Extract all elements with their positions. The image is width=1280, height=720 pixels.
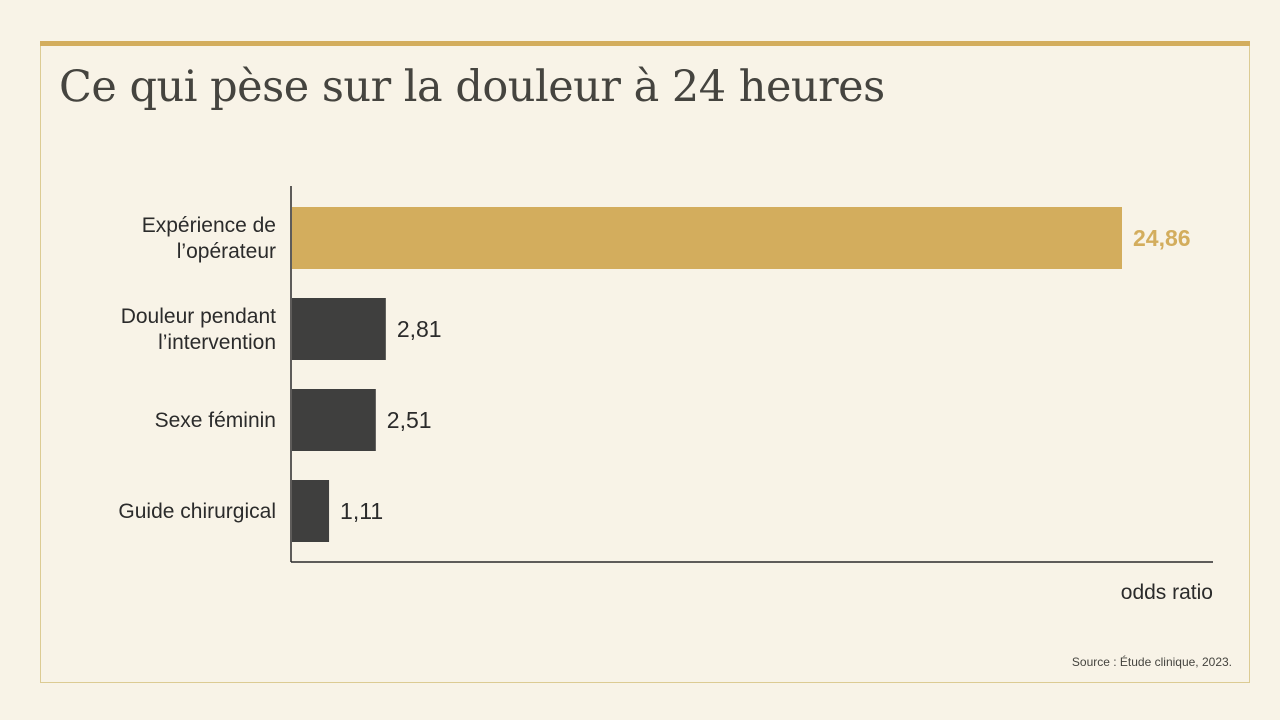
category-label: Douleur pendant l’intervention <box>121 305 276 354</box>
value-label: 1,11 <box>340 498 383 524</box>
accent-bar <box>40 41 1250 46</box>
category-label-line: Sexe féminin <box>155 409 276 432</box>
category-label-line: Douleur pendant <box>121 305 276 328</box>
category-label: Guide chirurgical <box>118 500 276 523</box>
value-label: 2,81 <box>397 316 442 342</box>
category-label-line: Expérience de <box>142 214 276 237</box>
category-label-line: l’opérateur <box>177 240 276 263</box>
source-note: Source : Étude clinique, 2023. <box>1071 655 1232 669</box>
bar <box>292 389 376 451</box>
x-axis-label: odds ratio <box>1121 581 1213 604</box>
bar <box>292 298 386 360</box>
value-label: 2,51 <box>387 407 432 433</box>
category-label: Expérience de l’opérateur <box>142 214 276 263</box>
category-label: Sexe féminin <box>155 409 276 432</box>
chart-frame <box>40 41 1250 683</box>
bar <box>292 480 330 542</box>
bar <box>292 207 1122 269</box>
category-label-line: l’intervention <box>158 331 276 354</box>
category-label-line: Guide chirurgical <box>118 500 276 523</box>
value-label: 24,86 <box>1133 225 1191 251</box>
chart-title: Ce qui pèse sur la douleur à 24 heures <box>59 62 885 112</box>
